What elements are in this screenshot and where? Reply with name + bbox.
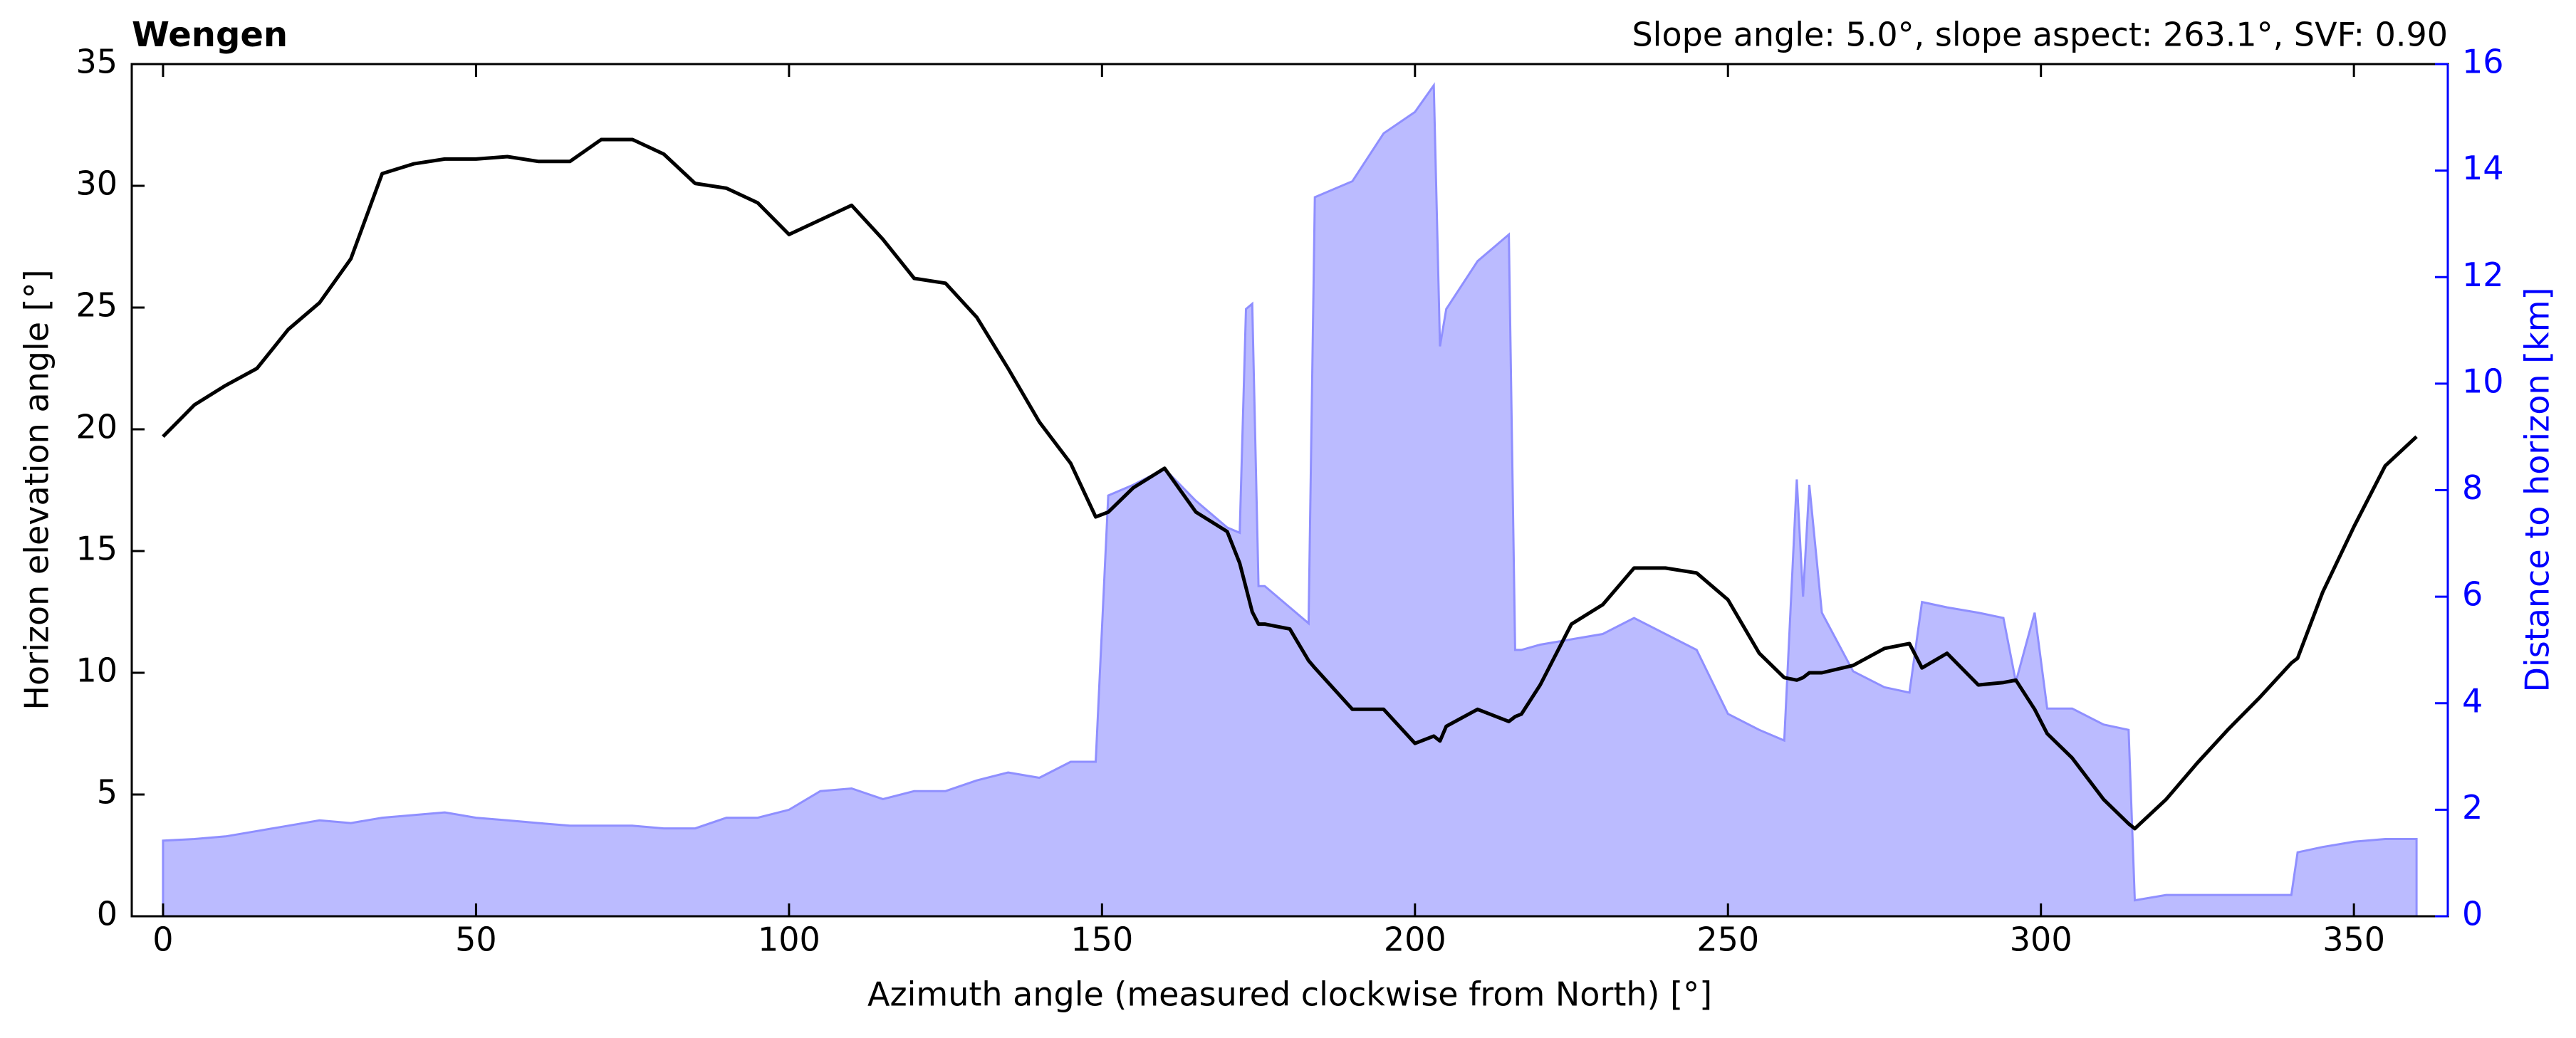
y2-tick-label: 14 — [2462, 149, 2504, 187]
y-tick-label: 5 — [97, 773, 118, 812]
x-tick-label: 250 — [1696, 921, 1759, 959]
y-tick-label: 15 — [75, 530, 118, 568]
y-tick-label: 30 — [75, 164, 118, 203]
x-tick-label: 350 — [2322, 921, 2385, 959]
x-tick-label: 300 — [2010, 921, 2072, 959]
y2-tick-label: 16 — [2462, 43, 2504, 81]
y2-axis-label: Distance to horizon [km] — [2518, 288, 2557, 693]
y2-tick-label: 10 — [2462, 362, 2504, 400]
y2-tick-label: 12 — [2462, 256, 2504, 294]
x-tick-label: 100 — [758, 921, 820, 959]
y-tick-label: 35 — [75, 43, 118, 81]
y2-tick-label: 8 — [2462, 468, 2483, 507]
x-tick-label: 0 — [152, 921, 173, 959]
y2-tick-label: 2 — [2462, 788, 2483, 827]
y2-tick-label: 4 — [2462, 681, 2483, 720]
x-tick-label: 200 — [1384, 921, 1446, 959]
y-tick-label: 25 — [75, 286, 118, 325]
chart-subtitle: Slope angle: 5.0°, slope aspect: 263.1°,… — [1632, 16, 2448, 54]
y-tick-label: 20 — [75, 408, 118, 446]
chart-title: Wengen — [132, 15, 288, 55]
x-axis-label: Azimuth angle (measured clockwise from N… — [867, 975, 1712, 1014]
x-tick-label: 150 — [1070, 921, 1133, 959]
elevation-line — [162, 137, 2418, 831]
y-tick-label: 0 — [97, 895, 118, 933]
y2-tick-label: 6 — [2462, 575, 2483, 614]
distance-area — [162, 82, 2418, 918]
x-tick-label: 50 — [455, 921, 497, 959]
y-axis-label: Horizon elevation angle [°] — [18, 269, 56, 710]
y-tick-label: 10 — [75, 651, 118, 690]
y2-tick-label: 0 — [2462, 895, 2483, 933]
